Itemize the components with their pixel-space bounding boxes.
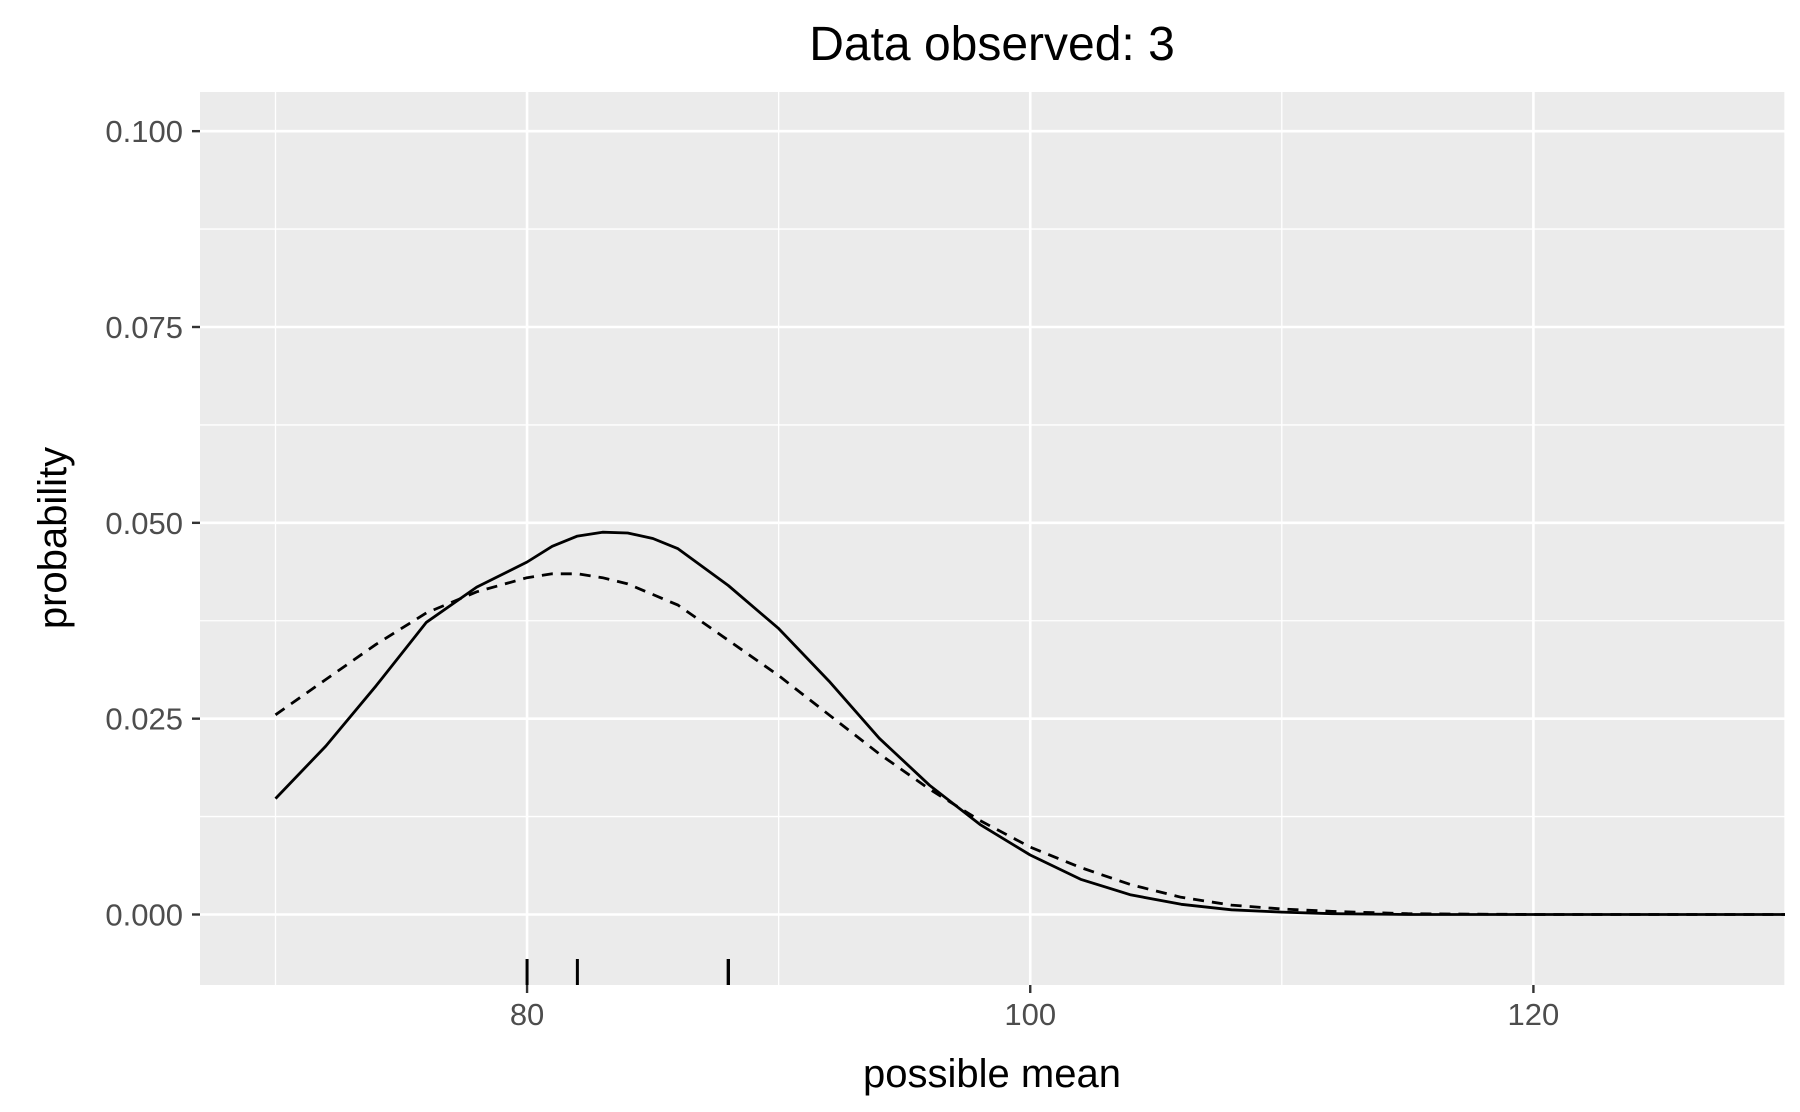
y-tick-label: 0.000 (105, 898, 183, 933)
y-tick-label: 0.100 (105, 114, 183, 149)
rug-marks (525, 959, 730, 985)
y-tick-label: 0.075 (105, 310, 183, 345)
x-tick-label: 120 (1508, 997, 1560, 1032)
x-axis-title: possible mean (863, 1052, 1121, 1096)
x-axis: 80 100 120 (510, 985, 1559, 1032)
chart-title: Data observed: 3 (809, 18, 1175, 71)
y-axis: 0.000 0.025 0.050 0.075 0.100 (105, 114, 200, 933)
x-tick-label: 80 (510, 997, 544, 1032)
series-group (274, 530, 1785, 916)
grid-lines (200, 92, 1786, 985)
y-axis-title: probability (31, 447, 75, 629)
y-tick-label: 0.025 (105, 702, 183, 737)
x-tick-label: 100 (1004, 997, 1056, 1032)
y-tick-label: 0.050 (105, 506, 183, 541)
plot-background (200, 92, 1785, 985)
series-line-solid (274, 530, 1785, 916)
series-line-dashed (274, 572, 1785, 916)
